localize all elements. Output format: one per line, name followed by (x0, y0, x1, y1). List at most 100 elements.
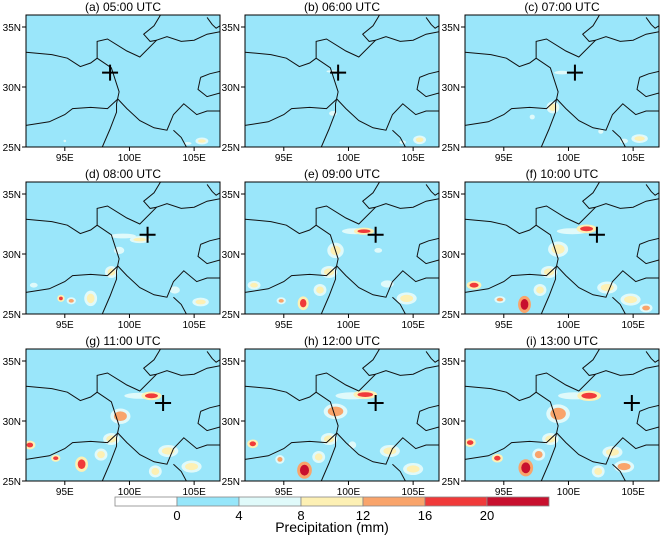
boundary-line (636, 77, 659, 98)
x-tick-label: 100E (557, 153, 581, 164)
x-tick-label: 100E (557, 320, 581, 331)
boundary-line (26, 365, 220, 402)
map-content (465, 15, 659, 147)
precip-cell (348, 441, 357, 449)
precip-cell (327, 406, 344, 417)
y-tick-label: 35N (3, 190, 21, 201)
y-tick-label: 35N (222, 23, 240, 34)
x-tick-label: 95E (56, 320, 74, 331)
map-frame (464, 181, 660, 315)
boundary-line (200, 237, 220, 245)
y-tick-label: 30N (222, 417, 240, 428)
boundary-line (465, 432, 558, 460)
boundary-line (416, 244, 439, 265)
y-tick-label: 35N (442, 23, 460, 34)
boundary-line (465, 265, 558, 293)
boundary-line (425, 17, 439, 29)
boundary-line (425, 184, 439, 196)
precip-cell (195, 299, 206, 305)
precip-cell (110, 233, 136, 239)
y-tick-label: 35N (3, 357, 21, 368)
precip-cell (642, 305, 650, 311)
boundary-line (245, 31, 439, 68)
boundary-line (535, 57, 559, 147)
boundary-line (612, 463, 626, 481)
map-content (26, 182, 220, 314)
boundary-line (361, 182, 380, 209)
boundary-line (173, 129, 187, 147)
x-tick-label: 100E (118, 153, 142, 164)
map-frame (25, 14, 221, 148)
map-content (465, 182, 659, 314)
boundary-line (26, 198, 220, 235)
boundary-line (200, 404, 220, 412)
map-content (245, 349, 439, 481)
colorbar-label: 8 (297, 508, 304, 523)
precip-cell (494, 455, 501, 461)
boundary-line (535, 391, 559, 481)
boundary-line (416, 411, 439, 432)
map-frame (464, 348, 660, 482)
precip-cell (617, 463, 631, 471)
precip-cell (598, 129, 604, 134)
x-tick-label: 100E (337, 487, 361, 498)
panel-title: (f) 10:00 UTC (526, 167, 599, 181)
location-marker-plus (330, 64, 347, 81)
colorbar: 0 4 8 12 16 20 Precipitation (mm) (114, 496, 550, 535)
boundary-line (245, 98, 338, 126)
colorbar-swatch (238, 496, 302, 507)
colorbar-swatch (176, 496, 240, 507)
location-marker-plus (588, 226, 605, 243)
boundary-line (465, 31, 659, 68)
panel-title: (e) 09:00 UTC (304, 167, 380, 181)
boundary-line (96, 391, 120, 481)
precip-cell (549, 103, 557, 111)
boundary-line (645, 184, 659, 196)
boundary-line (245, 432, 338, 460)
map-content (26, 15, 220, 147)
precip-cell (86, 293, 95, 304)
panel-title: (i) 13:00 UTC (526, 334, 598, 348)
precip-cell (278, 299, 284, 303)
x-tick-label: 95E (56, 487, 74, 498)
location-marker-plus (155, 395, 172, 411)
boundary-line (465, 198, 659, 235)
x-tick-label: 105E (621, 153, 645, 164)
x-tick-label: 100E (337, 320, 361, 331)
x-tick-label: 105E (182, 153, 206, 164)
boundary-line (361, 349, 380, 376)
map-frame (244, 348, 440, 482)
map-panel-g: (g) 11:00 UTC 95E 100E 105E 25N 30N 35N (3, 334, 221, 498)
y-tick-label: 30N (222, 250, 240, 261)
panel-title: (h) 12:00 UTC (304, 334, 380, 348)
map-panel-c: (c) 07:00 UTC 95E 100E 105E 25N 30N 35N (442, 0, 660, 164)
boundary-line (419, 404, 439, 412)
precip-cell (169, 286, 180, 294)
y-tick-label: 35N (222, 357, 240, 368)
precip-cell (249, 441, 256, 447)
y-tick-label: 35N (442, 357, 460, 368)
map-panel-b: (b) 06:00 UTC 95E 100E 105E 25N 30N 35N (222, 0, 440, 164)
y-tick-label: 25N (3, 143, 21, 154)
boundary-line (200, 70, 220, 78)
boundary-line (465, 98, 558, 126)
y-tick-label: 35N (3, 23, 21, 34)
precip-cell (299, 299, 307, 308)
precip-cell (551, 244, 565, 254)
boundary-line (206, 184, 220, 196)
precip-cell (620, 138, 628, 144)
boundary-line (612, 296, 626, 314)
boundary-line (556, 432, 659, 465)
boundary-line (26, 98, 119, 126)
y-tick-label: 30N (222, 83, 240, 94)
boundary-line (581, 15, 600, 42)
map-frame (25, 348, 221, 482)
y-tick-label: 25N (3, 310, 21, 321)
boundary-line (556, 265, 659, 298)
precip-cell (536, 286, 544, 294)
precip-cell (534, 451, 543, 459)
panel-title: (b) 06:00 UTC (304, 0, 380, 14)
precip-cell (29, 282, 38, 288)
precip-cell (314, 453, 323, 461)
